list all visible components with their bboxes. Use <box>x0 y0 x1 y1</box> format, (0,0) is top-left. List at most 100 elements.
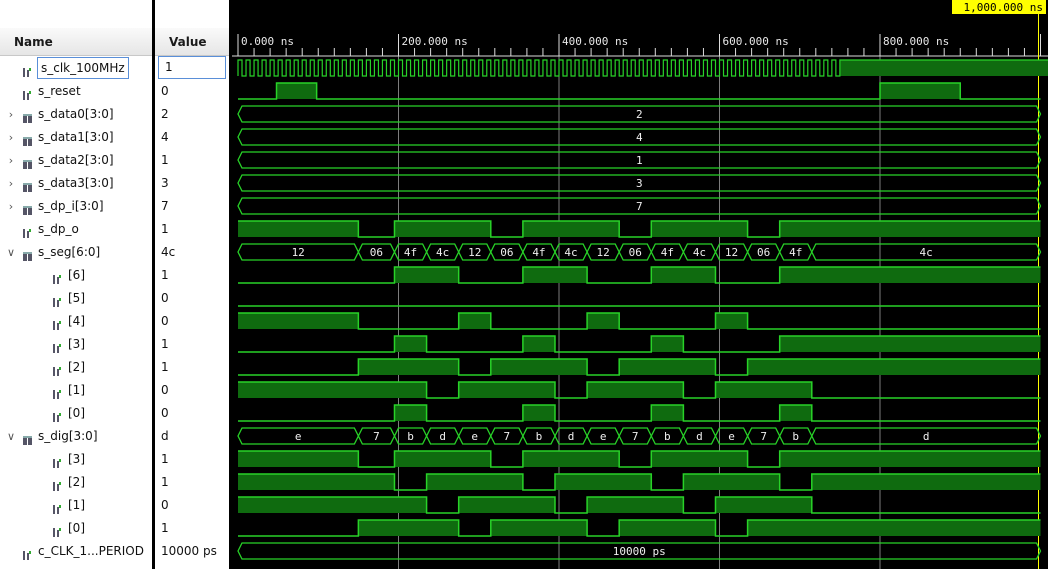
bus-signal-icon <box>22 132 32 146</box>
signal-value: 4c <box>161 245 176 259</box>
bus-value-label: 1 <box>636 154 643 167</box>
signal-name: s_clk_100MHz <box>37 57 129 79</box>
wave-high-segment <box>490 359 588 375</box>
signal-name: [1] <box>68 498 85 512</box>
ruler-tick-label: 600.000 ns <box>723 35 789 48</box>
bus-segment <box>237 151 1042 169</box>
signal-row[interactable]: [3] <box>0 448 152 471</box>
bus-value-label: 12 <box>292 246 305 259</box>
signal-value: 0 <box>161 498 169 512</box>
signal-name: s_data3[3:0] <box>38 176 114 190</box>
wave-high-segment <box>779 405 812 421</box>
wave-high-segment <box>715 382 812 398</box>
waveform-splitter[interactable] <box>229 0 232 569</box>
bus-value-label: d <box>923 430 930 443</box>
bit-signal-icon <box>52 477 62 491</box>
chevron-right-icon[interactable]: › <box>8 131 14 144</box>
wave-high-segment <box>238 382 427 398</box>
wave-high-segment <box>779 451 1041 467</box>
ruler-tick-label: 400.000 ns <box>562 35 628 48</box>
bus-value-label: 3 <box>636 177 643 190</box>
signal-row[interactable]: [6] <box>0 264 152 287</box>
value-column-header[interactable]: Value <box>155 28 229 56</box>
wave-high-segment <box>458 313 491 329</box>
signal-row[interactable]: [2] <box>0 356 152 379</box>
bus-value-label: b <box>792 430 799 443</box>
signal-value: 0 <box>161 291 169 305</box>
signal-name: s_data1[3:0] <box>38 130 114 144</box>
bus-value-label: e <box>600 430 607 443</box>
waveform-canvas[interactable]: 0.000 ns 200.000 ns 400.000 ns 600.000 ns 80… <box>232 0 1048 569</box>
signal-row[interactable]: [3] <box>0 333 152 356</box>
bus-segment <box>811 243 1042 261</box>
ruler-tick-label: 800.000 ns <box>883 35 949 48</box>
signal-row[interactable]: ∨ s_dig[3:0] <box>0 425 152 448</box>
chevron-right-icon[interactable]: › <box>8 108 14 121</box>
wave-high-segment <box>554 474 652 490</box>
signal-row[interactable]: [1] <box>0 494 152 517</box>
signal-row[interactable]: c_CLK_1...PERIOD <box>0 540 152 563</box>
wave-high-segment <box>458 382 555 398</box>
signal-row[interactable]: [2] <box>0 471 152 494</box>
wave-high-segment <box>587 497 684 513</box>
wave-high-segment <box>394 267 459 283</box>
signal-row[interactable]: [0] <box>0 517 152 540</box>
bus-value-label: 06 <box>500 246 513 259</box>
bit-waveform <box>238 82 1041 100</box>
signal-value: 7 <box>161 199 169 213</box>
wave-high-segment <box>715 313 748 329</box>
wave-high-segment <box>880 83 961 99</box>
chevron-down-icon[interactable]: ∨ <box>6 430 16 443</box>
signal-row[interactable]: [5] <box>0 287 152 310</box>
chevron-right-icon[interactable]: › <box>8 177 14 190</box>
signal-row[interactable]: › s_data2[3:0] <box>0 149 152 172</box>
waveform-panel[interactable]: 0.000 ns 200.000 ns 400.000 ns 600.000 ns 80… <box>232 0 1048 569</box>
bus-value-label: b <box>407 430 414 443</box>
signal-row[interactable]: [4] <box>0 310 152 333</box>
signal-value: 1 <box>161 452 169 466</box>
ruler-tick-label: 0.000 ns <box>241 35 294 48</box>
wave-high-segment <box>238 313 359 329</box>
chevron-right-icon[interactable]: › <box>8 200 14 213</box>
chevron-right-icon[interactable]: › <box>8 154 14 167</box>
signal-row[interactable]: s_reset <box>0 80 152 103</box>
wave-high-segment <box>747 359 1041 375</box>
signal-row[interactable]: › s_dp_i[3:0] <box>0 195 152 218</box>
bus-value-label: 06 <box>757 246 770 259</box>
signal-row[interactable]: › s_data0[3:0] <box>0 103 152 126</box>
signal-value: 1 <box>161 268 169 282</box>
signal-name-panel: Name s_clk_100MHz s_reset › s_data0[3:0] › s_… <box>0 0 152 569</box>
name-column-header[interactable]: Name <box>0 28 152 56</box>
signal-name: c_CLK_1...PERIOD <box>38 544 144 558</box>
chevron-down-icon[interactable]: ∨ <box>6 246 16 259</box>
wave-high-segment <box>358 359 459 375</box>
bus-value-label: d <box>568 430 575 443</box>
signal-row[interactable]: › s_data1[3:0] <box>0 126 152 149</box>
signal-name: s_dig[3:0] <box>38 429 98 443</box>
wave-high-segment <box>238 451 359 467</box>
bus-value-label: 12 <box>597 246 610 259</box>
signal-row[interactable]: [0] <box>0 402 152 425</box>
bit-waveform <box>238 220 1041 238</box>
signal-name: [5] <box>68 291 85 305</box>
signal-name: s_data2[3:0] <box>38 153 114 167</box>
signal-row[interactable]: [1] <box>0 379 152 402</box>
signal-row[interactable]: ∨ s_seg[6:0] <box>0 241 152 264</box>
signal-name: s_data0[3:0] <box>38 107 114 121</box>
wave-high-segment <box>651 405 684 421</box>
signal-row[interactable]: › s_data3[3:0] <box>0 172 152 195</box>
wave-high-segment <box>238 474 395 490</box>
wave-high-segment <box>458 497 555 513</box>
signal-row[interactable]: s_dp_o <box>0 218 152 241</box>
bit-signal-icon <box>52 293 62 307</box>
bit-signal-icon <box>22 63 32 77</box>
wave-high-segment <box>619 520 716 536</box>
bit-signal-icon <box>52 362 62 376</box>
bus-value-label: 06 <box>370 246 383 259</box>
wave-high-segment <box>811 474 1041 490</box>
bus-value-label: 4f <box>661 246 674 259</box>
value-panel-top <box>155 0 229 28</box>
signal-row[interactable]: s_clk_100MHz <box>0 57 152 80</box>
column-splitter[interactable] <box>152 0 155 569</box>
bus-value-label: 4f <box>789 246 802 259</box>
